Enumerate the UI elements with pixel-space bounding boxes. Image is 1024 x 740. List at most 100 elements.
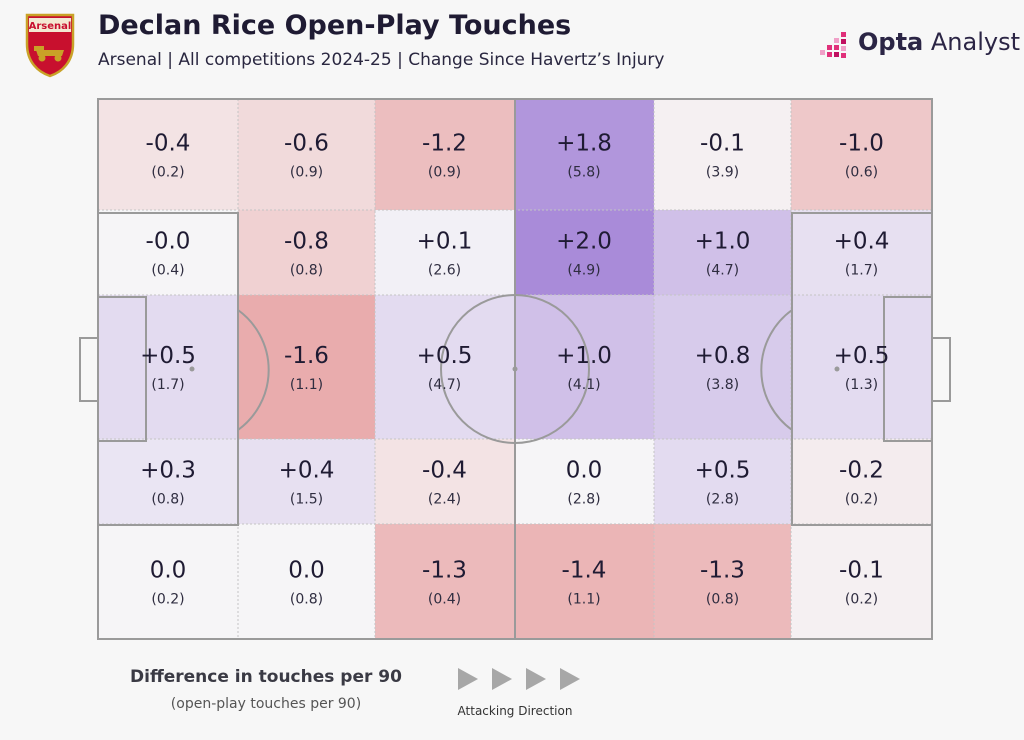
cell-base-label: (0.2): [845, 592, 878, 608]
cell-base-label: (2.6): [428, 263, 461, 279]
cell-value-label: +0.4: [834, 229, 890, 255]
heatmap-cell: [791, 439, 932, 524]
heatmap-cell: [238, 99, 375, 210]
heatmap-cell: [98, 99, 238, 210]
cell-base-label: (0.4): [428, 592, 461, 608]
opta-logo-icon: [820, 32, 846, 58]
cell-base-label: (0.2): [151, 165, 184, 181]
cell-value-label: -1.3: [422, 558, 467, 584]
cell-value-label: -0.2: [839, 458, 884, 484]
heatmap-cell: [98, 295, 238, 439]
cell-base-label: (1.7): [151, 377, 184, 393]
heatmap-cell: [375, 295, 514, 439]
cell-base-label: (4.7): [428, 377, 461, 393]
cell-base-label: (0.8): [706, 592, 739, 608]
cell-value-label: -1.4: [562, 558, 607, 584]
cell-base-label: (0.9): [428, 165, 461, 181]
cell-base-label: (2.8): [567, 492, 600, 508]
cell-value-label: -0.4: [422, 458, 467, 484]
cell-value-label: +0.5: [695, 458, 751, 484]
cell-base-label: (2.4): [428, 492, 461, 508]
heatmap-cell: [375, 210, 514, 295]
cell-base-label: (3.8): [706, 377, 739, 393]
cell-value-label: 0.0: [150, 558, 187, 584]
cell-value-label: -0.1: [839, 558, 884, 584]
cell-value-label: +2.0: [556, 229, 612, 255]
cell-base-label: (0.6): [845, 165, 878, 181]
heatmap-cell: [654, 524, 791, 639]
heatmap-cell: [791, 524, 932, 639]
right-penalty-arc: [760, 309, 793, 431]
heatmap-cell: [791, 99, 932, 210]
heatmap-cell: [238, 295, 375, 439]
cell-base-label: (0.9): [290, 165, 323, 181]
cell-base-label: (4.7): [706, 263, 739, 279]
left-penalty-arc: [237, 309, 270, 431]
legend-subtitle: (open-play touches per 90): [170, 696, 362, 712]
cell-value-label: +0.4: [279, 458, 335, 484]
cell-value-label: +0.1: [417, 229, 473, 255]
brand-strong: Opta: [858, 28, 924, 56]
cell-base-label: (0.8): [290, 263, 323, 279]
cell-base-label: (0.2): [151, 592, 184, 608]
cell-base-label: (4.1): [567, 377, 600, 393]
heatmap-cell: [514, 524, 654, 639]
brand-light: Analyst: [923, 28, 1020, 56]
cell-value-label: -0.6: [284, 131, 329, 157]
heatmap-cell: [98, 210, 238, 295]
cell-base-label: (0.4): [151, 263, 184, 279]
cell-value-label: +0.8: [695, 343, 751, 369]
cell-value-label: -1.6: [284, 343, 329, 369]
centre-spot: [512, 366, 518, 372]
cell-base-label: (0.2): [845, 492, 878, 508]
cell-value-label: -0.1: [700, 131, 745, 157]
left-goal: [79, 337, 99, 402]
heatmap-cell: [238, 439, 375, 524]
cell-base-label: (0.8): [151, 492, 184, 508]
attacking-direction-arrows-icon: [458, 668, 580, 690]
right-goal: [931, 337, 951, 402]
left-penalty-spot: [189, 366, 195, 372]
legend-title: Difference in touches per 90: [130, 667, 402, 687]
cell-value-label: +0.5: [140, 343, 196, 369]
cell-value-label: +1.0: [556, 343, 612, 369]
cell-value-label: 0.0: [288, 558, 325, 584]
page-subtitle: Arsenal | All competitions 2024-25 | Cha…: [98, 50, 665, 70]
pitch-heatmap: -0.4 (0.2) -0.6 (0.9) -1.2 (0.9) +1.8 (5.8) -0.1…: [79, 98, 951, 640]
cell-base-label: (4.9): [567, 263, 600, 279]
heatmap-cell: [375, 524, 514, 639]
arsenal-crest-icon: Arsenal: [25, 13, 75, 78]
cell-value-label: -0.8: [284, 229, 329, 255]
cell-value-label: -0.0: [146, 229, 191, 255]
heatmap-cell: [375, 99, 514, 210]
heatmap-cell: [791, 210, 932, 295]
heatmap-cell: [514, 295, 654, 439]
cell-base-label: (0.8): [290, 592, 323, 608]
heatmap-cell: [375, 439, 514, 524]
cell-base-label: (2.8): [706, 492, 739, 508]
cell-value-label: +1.0: [695, 229, 751, 255]
heatmap-cell: [98, 439, 238, 524]
cell-base-label: (3.9): [706, 165, 739, 181]
crest-text: Arsenal: [29, 21, 72, 32]
heatmap-cell: [98, 524, 238, 639]
heatmap-cell: [654, 439, 791, 524]
heatmap-cell: [791, 295, 932, 439]
cell-base-label: (1.1): [290, 377, 323, 393]
cell-value-label: -1.3: [700, 558, 745, 584]
heatmap-cell: [238, 210, 375, 295]
cell-value-label: -0.4: [146, 131, 191, 157]
cell-value-label: -1.2: [422, 131, 467, 157]
cell-base-label: (5.8): [567, 165, 600, 181]
cell-base-label: (1.5): [290, 492, 323, 508]
heatmap-cell: [238, 524, 375, 639]
cell-base-label: (1.1): [567, 592, 600, 608]
heatmap-cell: [514, 210, 654, 295]
heatmap-cell: [514, 99, 654, 210]
heatmap-cell: [514, 439, 654, 524]
cell-value-label: -1.0: [839, 131, 884, 157]
cell-base-label: (1.3): [845, 377, 878, 393]
right-penalty-spot: [834, 366, 840, 372]
cell-value-label: +1.8: [556, 131, 612, 157]
cell-value-label: +0.5: [417, 343, 473, 369]
